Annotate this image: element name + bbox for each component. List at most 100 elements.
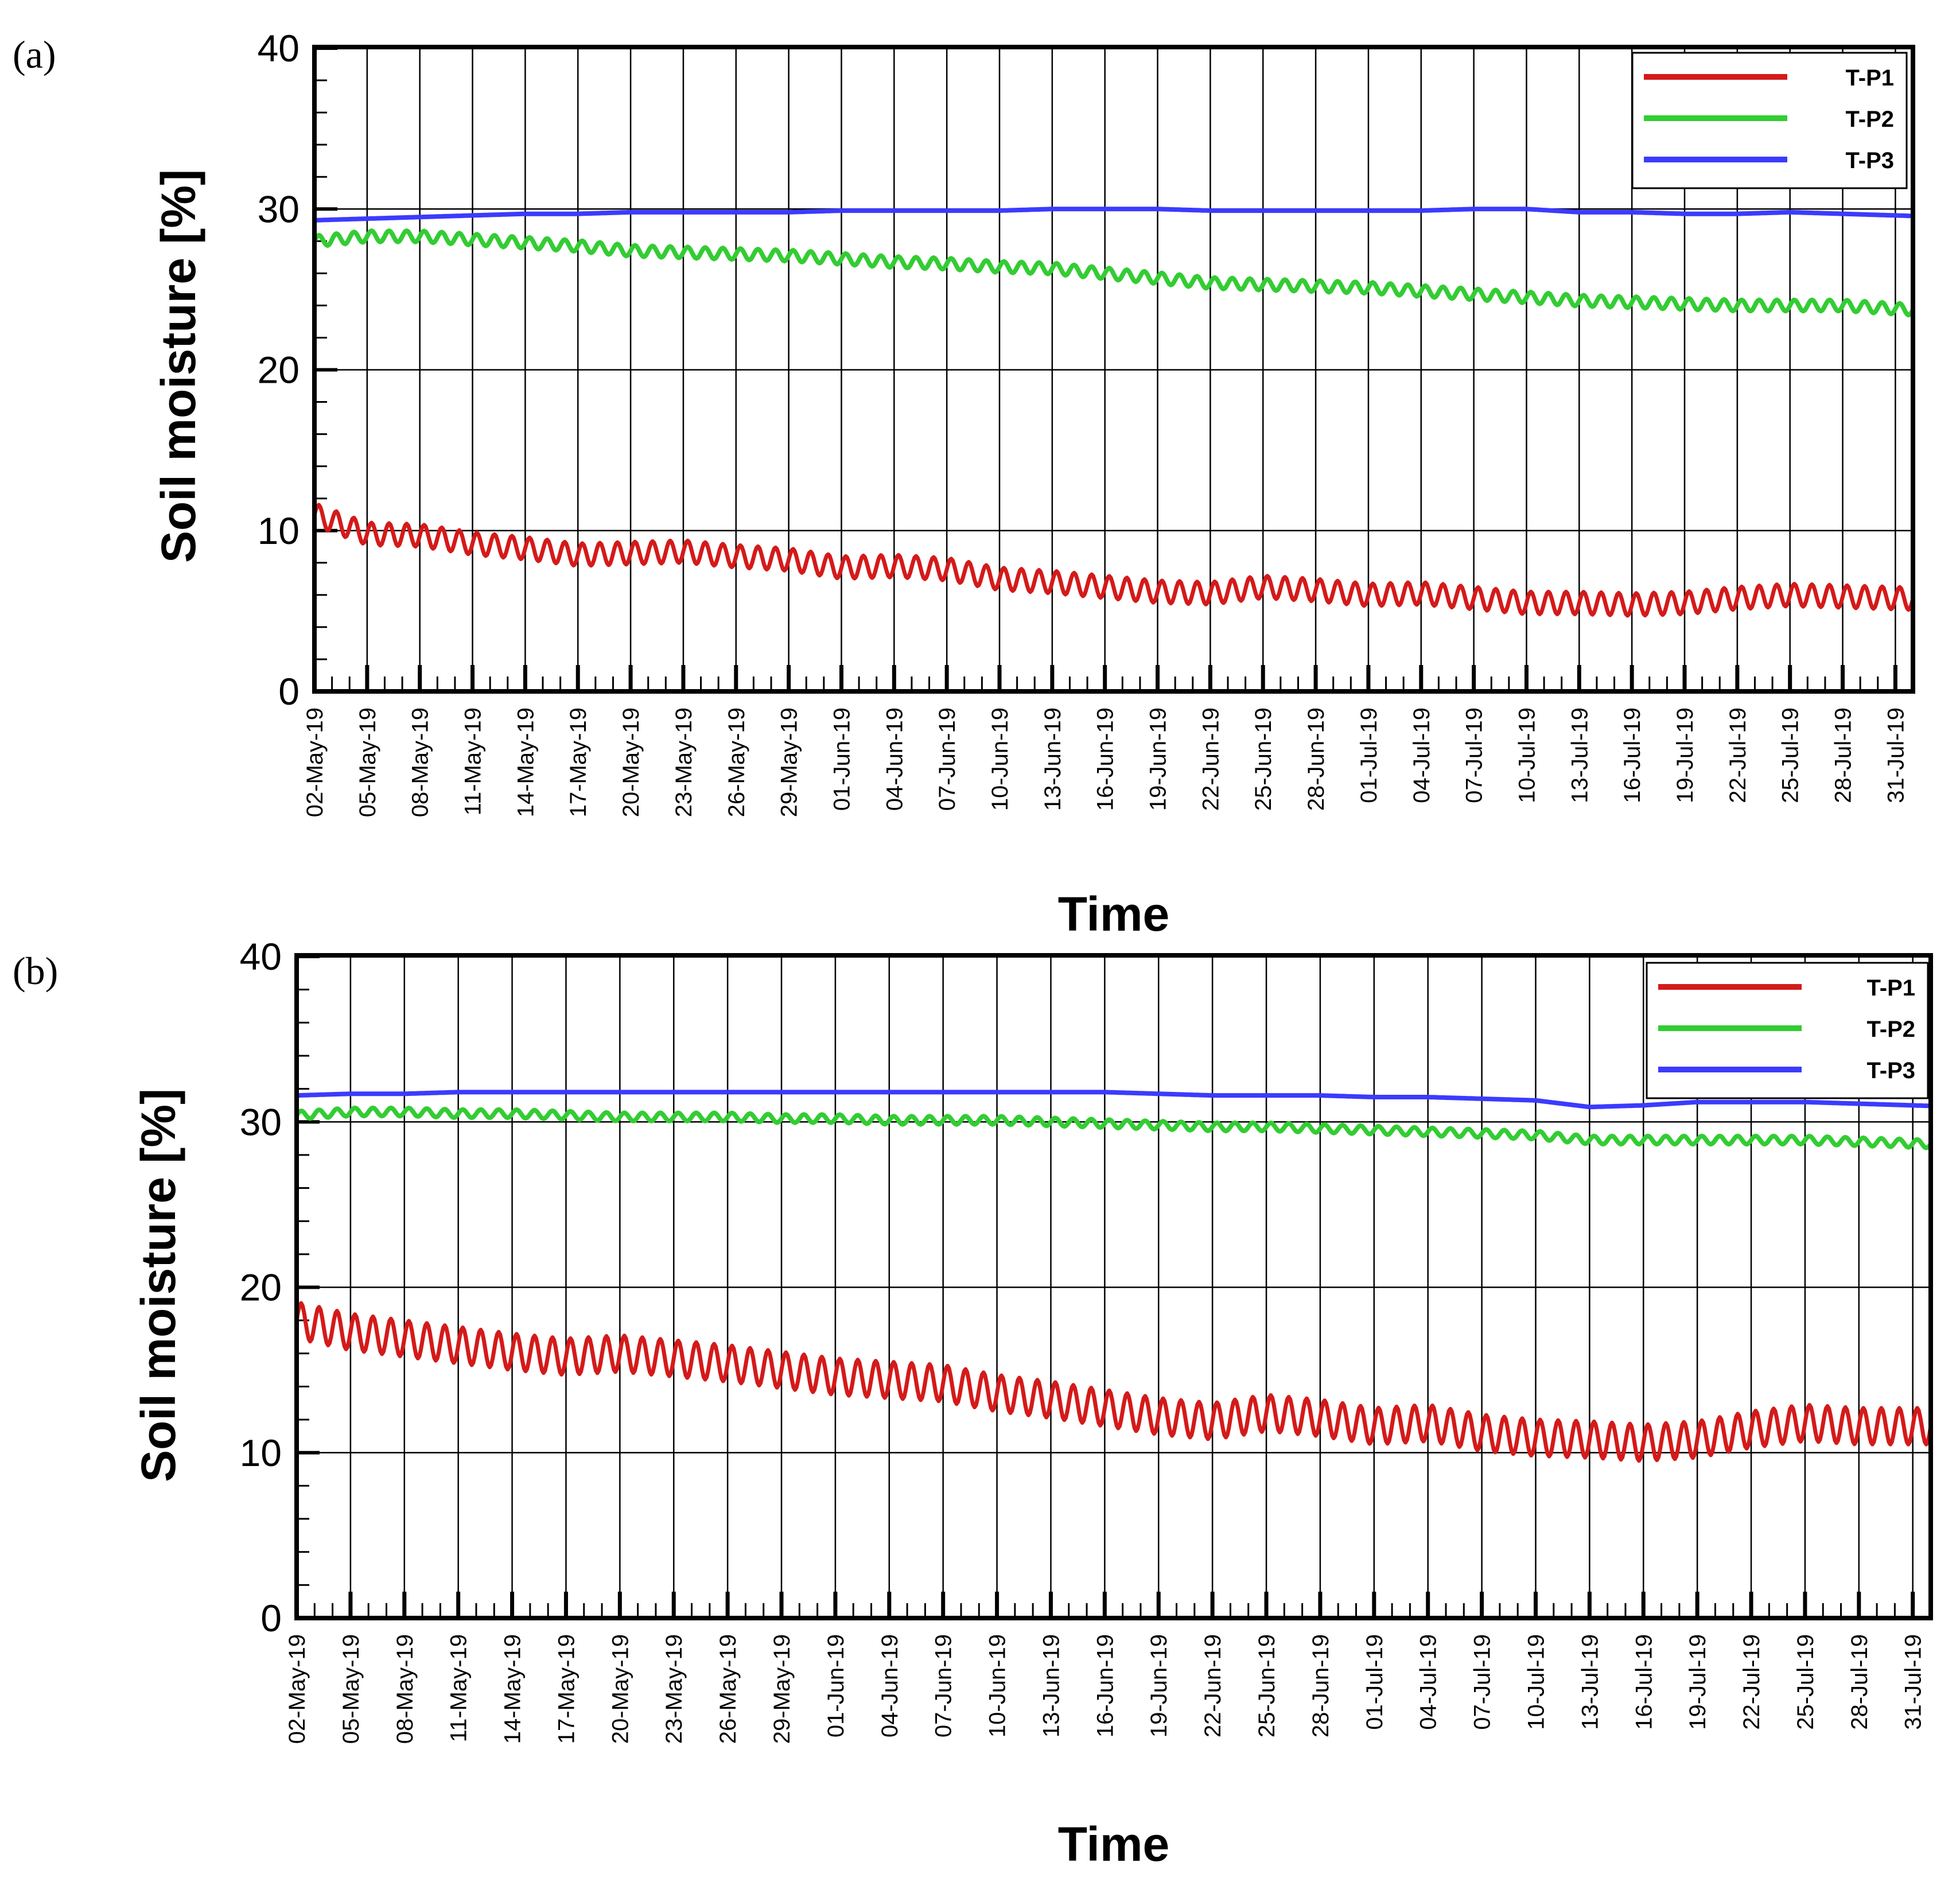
x-tick-label: 19-Jul-19 <box>1685 1634 1710 1730</box>
y-tick-label: 20 <box>240 1266 282 1309</box>
series-line-t-p1 <box>294 1301 1933 1463</box>
y-axis-title: Soil moisture [%] <box>151 169 205 563</box>
x-tick-label: 07-Jul-19 <box>1462 707 1487 803</box>
x-tick-label: 02-May-19 <box>285 1634 310 1744</box>
y-tick-label: 10 <box>240 1432 282 1474</box>
x-tick-label: 01-Jun-19 <box>829 707 854 811</box>
x-axis-title: Time <box>1058 1817 1170 1871</box>
x-tick-label: 08-May-19 <box>392 1634 418 1744</box>
x-tick-label: 22-Jun-19 <box>1200 1634 1226 1737</box>
x-tick-label: 04-Jul-19 <box>1416 1634 1441 1730</box>
y-tick-label: 30 <box>240 1101 282 1143</box>
x-axis-title: Time <box>1058 887 1170 941</box>
x-tick-label: 23-May-19 <box>671 707 697 817</box>
x-tick-label: 20-May-19 <box>619 707 644 817</box>
legend: T-P1 T-P2 T-P3 <box>1631 52 1908 189</box>
y-axis-title: Soil moisture [%] <box>131 1088 185 1482</box>
y-tick-label: 0 <box>260 1597 282 1639</box>
x-tick-label: 07-Jun-19 <box>931 1634 956 1737</box>
x-tick-label: 16-Jun-19 <box>1092 1634 1118 1737</box>
series-line-t-p2 <box>312 228 1915 318</box>
legend-label: T-P1 <box>1867 975 1915 1001</box>
x-tick-label: 13-Jul-19 <box>1577 1634 1603 1730</box>
x-tick-label: 11-May-19 <box>446 1634 472 1742</box>
x-tick-label: 25-Jun-19 <box>1254 1634 1280 1737</box>
x-tick-label: 31-Jul-19 <box>1901 1634 1926 1730</box>
x-tick-label: 08-May-19 <box>408 707 433 817</box>
x-tick-label: 01-Jun-19 <box>823 1634 849 1737</box>
x-tick-label: 11-May-19 <box>461 707 486 815</box>
series-lines <box>312 207 1915 618</box>
x-tick-label: 16-Jun-19 <box>1093 707 1118 811</box>
x-tick-label: 14-May-19 <box>513 707 538 817</box>
x-tick-label: 29-May-19 <box>777 707 802 817</box>
y-tick-label: 40 <box>240 935 282 978</box>
x-tick-label: 05-May-19 <box>339 1634 364 1744</box>
series-line-t-p3 <box>295 1090 1932 1110</box>
x-tick-label: 17-May-19 <box>554 1634 579 1744</box>
panel-label: (a) <box>13 33 56 76</box>
x-tick-label: 23-May-19 <box>662 1634 687 1744</box>
series-line-t-p2 <box>294 1105 1933 1150</box>
y-tick-label: 10 <box>258 510 300 552</box>
x-tick-label: 10-Jul-19 <box>1523 1634 1549 1730</box>
x-tick-label: 19-Jul-19 <box>1673 707 1698 803</box>
legend-label: T-P2 <box>1867 1017 1915 1042</box>
x-tick-label: 25-Jun-19 <box>1251 707 1276 811</box>
plot-frame <box>312 45 1915 694</box>
y-tick-labels: 0 10 20 30 40 <box>240 935 282 1639</box>
x-tick-label: 25-Jul-19 <box>1793 1634 1818 1730</box>
x-tick-labels: 02-May-19 05-May-19 08-May-19 11-May-19 14-M… <box>302 707 1908 817</box>
x-tick-label: 13-Jul-19 <box>1567 707 1592 803</box>
x-tick-label: 07-Jul-19 <box>1470 1634 1495 1730</box>
chart-panel-b: (b) Soil moisture [%] Time 0 10 20 30 40 02-… <box>13 935 1933 1871</box>
y-tick-label: 30 <box>258 188 300 230</box>
x-tick-label: 07-Jun-19 <box>935 707 960 811</box>
legend-label: T-P3 <box>1846 148 1894 173</box>
x-tick-label: 02-May-19 <box>302 707 328 817</box>
x-tick-label: 13-Jun-19 <box>1039 1634 1064 1737</box>
x-tick-label: 10-Jun-19 <box>987 707 1013 811</box>
x-tick-label: 26-May-19 <box>724 707 749 817</box>
legend-label: T-P3 <box>1867 1058 1915 1083</box>
x-tick-label: 13-Jun-19 <box>1040 707 1065 811</box>
x-tick-label: 22-Jun-19 <box>1198 707 1223 811</box>
x-tick-label: 28-Jul-19 <box>1831 707 1856 803</box>
legend: T-P1 T-P2 T-P3 <box>1646 962 1929 1099</box>
x-tick-label: 19-Jun-19 <box>1146 1634 1172 1737</box>
x-tick-label: 04-Jun-19 <box>882 707 907 811</box>
legend-label: T-P2 <box>1846 107 1894 132</box>
x-tick-label: 05-May-19 <box>355 707 380 817</box>
x-tick-label: 17-May-19 <box>566 707 591 817</box>
legend-label: T-P1 <box>1846 65 1894 91</box>
y-tick-label: 40 <box>258 27 300 69</box>
x-tick-label: 28-Jul-19 <box>1847 1634 1872 1730</box>
x-tick-label: 26-May-19 <box>715 1634 741 1744</box>
x-tick-label: 28-Jun-19 <box>1308 1634 1333 1737</box>
x-tick-label: 10-Jul-19 <box>1514 707 1539 803</box>
plot-frame <box>294 953 1933 1620</box>
chart-panel-a: (a) Soil moisture [%] Time 0 10 20 30 40 02-… <box>13 27 1915 941</box>
x-tick-label: 22-Jul-19 <box>1725 707 1751 803</box>
x-tick-label: 28-Jun-19 <box>1304 707 1329 811</box>
y-tick-labels: 0 10 20 30 40 <box>258 27 300 713</box>
x-tick-label: 22-Jul-19 <box>1739 1634 1764 1730</box>
x-tick-label: 04-Jul-19 <box>1409 707 1434 803</box>
series-line-t-p3 <box>313 207 1914 223</box>
x-tick-label: 10-Jun-19 <box>985 1634 1010 1737</box>
x-tick-label: 01-Jul-19 <box>1362 1634 1387 1730</box>
x-tick-label: 29-May-19 <box>769 1634 795 1744</box>
y-tick-label: 20 <box>258 349 300 391</box>
x-tick-label: 14-May-19 <box>500 1634 526 1744</box>
x-tick-labels: 02-May-19 05-May-19 08-May-19 11-May-19 14-M… <box>285 1634 1926 1744</box>
panel-label: (b) <box>13 949 58 993</box>
x-tick-label: 01-Jul-19 <box>1356 707 1382 803</box>
x-tick-label: 20-May-19 <box>608 1634 633 1744</box>
x-tick-label: 19-Jun-19 <box>1146 707 1171 811</box>
series-line-t-p1 <box>312 503 1915 618</box>
series-lines <box>294 1090 1933 1463</box>
x-tick-label: 16-Jul-19 <box>1620 707 1645 803</box>
x-tick-label: 16-Jul-19 <box>1631 1634 1656 1730</box>
y-tick-label: 0 <box>278 670 300 713</box>
